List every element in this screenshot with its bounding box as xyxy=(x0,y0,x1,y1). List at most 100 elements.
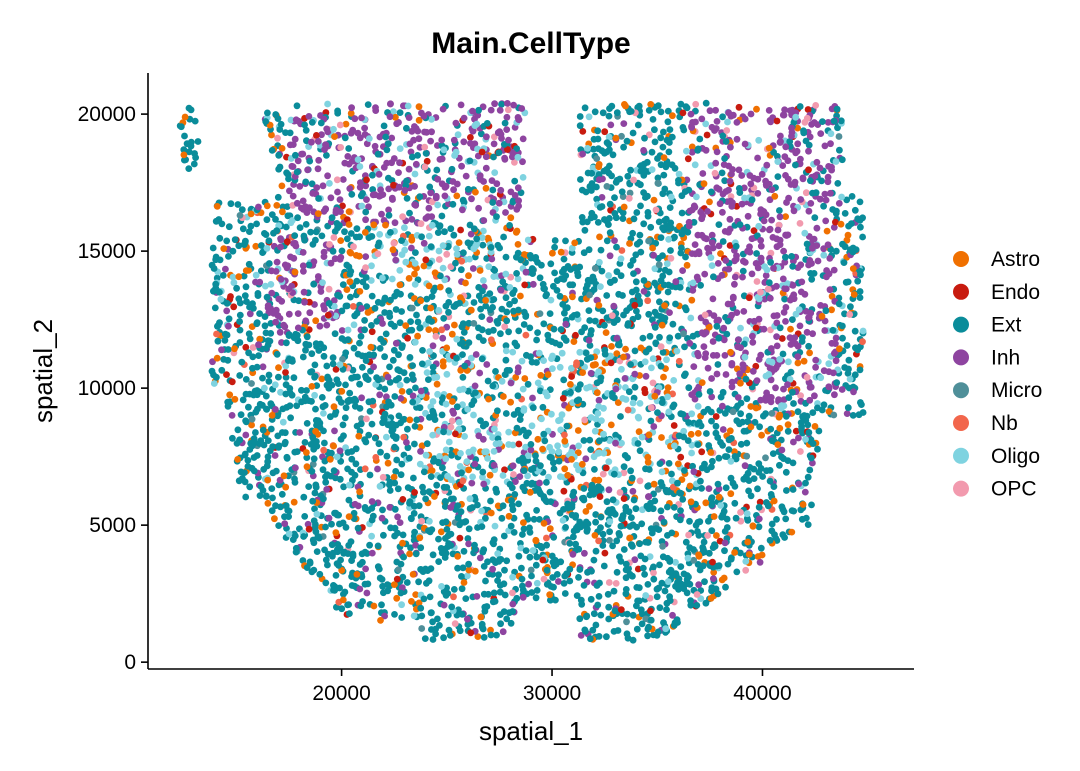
cell-point xyxy=(687,314,695,322)
cell-point xyxy=(489,186,497,194)
cell-point xyxy=(236,318,244,325)
cell-point xyxy=(805,429,813,436)
cell-point xyxy=(640,172,648,179)
cell-point xyxy=(380,164,388,171)
cell-point xyxy=(757,396,765,404)
cell-point xyxy=(445,626,453,634)
cell-point xyxy=(664,503,671,511)
cell-point xyxy=(698,448,706,456)
cell-point xyxy=(733,309,741,316)
cell-point xyxy=(286,141,294,149)
cell-point xyxy=(223,371,230,378)
cell-point xyxy=(782,285,790,293)
cell-point xyxy=(643,502,651,510)
cell-point xyxy=(461,362,469,370)
cell-point xyxy=(372,454,380,461)
cell-point xyxy=(460,329,468,336)
cell-point xyxy=(704,244,711,252)
cell-point xyxy=(606,518,614,525)
cell-point xyxy=(776,324,784,332)
cell-point xyxy=(515,197,522,205)
cell-point xyxy=(363,589,371,597)
cell-point xyxy=(368,498,376,505)
cell-point xyxy=(578,460,586,468)
cell-point xyxy=(502,270,510,278)
cell-point xyxy=(612,439,619,447)
cell-point xyxy=(752,260,760,267)
cell-point xyxy=(811,172,819,180)
cell-point xyxy=(666,334,674,342)
cell-point xyxy=(436,453,443,460)
cell-point xyxy=(212,253,220,261)
cell-point xyxy=(480,227,487,235)
cell-point xyxy=(348,448,356,455)
cell-point xyxy=(549,365,556,372)
cell-point xyxy=(361,229,369,236)
cell-point xyxy=(551,237,559,244)
cell-point xyxy=(420,595,428,603)
cell-point xyxy=(622,345,629,353)
cell-point xyxy=(342,381,349,389)
cell-point xyxy=(533,507,540,514)
cell-point xyxy=(491,522,499,530)
cell-point xyxy=(275,522,283,529)
cell-point xyxy=(489,565,496,573)
cell-point xyxy=(448,451,455,459)
cell-point xyxy=(704,208,711,215)
cell-point xyxy=(767,249,775,257)
cell-point xyxy=(611,607,619,615)
cell-point xyxy=(561,437,569,445)
cell-point xyxy=(442,446,450,454)
cell-point xyxy=(374,465,381,473)
cell-point xyxy=(805,342,812,350)
cell-point xyxy=(694,518,702,526)
cell-point xyxy=(636,238,644,246)
cell-point xyxy=(347,293,354,301)
cell-point xyxy=(428,115,435,123)
cell-point xyxy=(500,393,507,400)
cell-point xyxy=(601,350,609,358)
cell-point xyxy=(652,339,660,347)
cell-point xyxy=(557,558,565,566)
cell-point xyxy=(634,440,642,447)
cell-point xyxy=(352,233,360,241)
cell-point xyxy=(631,370,639,378)
cell-point xyxy=(843,410,851,417)
cell-point xyxy=(359,363,366,371)
cell-point xyxy=(416,404,424,412)
cell-point xyxy=(348,191,356,198)
cell-point xyxy=(669,390,676,398)
cell-point xyxy=(412,249,419,256)
cell-point xyxy=(255,341,262,349)
cell-point xyxy=(458,610,466,618)
cell-point xyxy=(636,477,644,485)
cell-point xyxy=(422,149,430,157)
cell-point xyxy=(348,455,356,463)
cell-point xyxy=(417,220,425,228)
cell-point xyxy=(341,588,349,596)
cell-point xyxy=(593,155,601,163)
cell-point xyxy=(473,235,481,243)
cell-point xyxy=(828,292,836,300)
cell-point xyxy=(586,317,594,324)
cell-point xyxy=(427,137,434,145)
cell-point xyxy=(706,198,713,206)
cell-point xyxy=(235,273,243,281)
cell-point xyxy=(809,244,816,252)
cell-point xyxy=(636,540,643,548)
cell-point xyxy=(245,349,253,357)
cell-point xyxy=(344,336,352,344)
cell-point xyxy=(299,353,307,361)
cell-point xyxy=(716,200,724,208)
cell-point xyxy=(826,255,834,262)
cell-point xyxy=(296,429,304,436)
cell-point xyxy=(358,550,366,558)
cell-point xyxy=(324,373,331,381)
cell-point xyxy=(670,621,678,629)
cell-point xyxy=(356,405,364,412)
cell-point xyxy=(762,177,769,185)
cell-point xyxy=(765,144,773,152)
cell-point xyxy=(445,299,453,306)
cell-point xyxy=(354,524,362,532)
cell-point xyxy=(728,300,735,308)
